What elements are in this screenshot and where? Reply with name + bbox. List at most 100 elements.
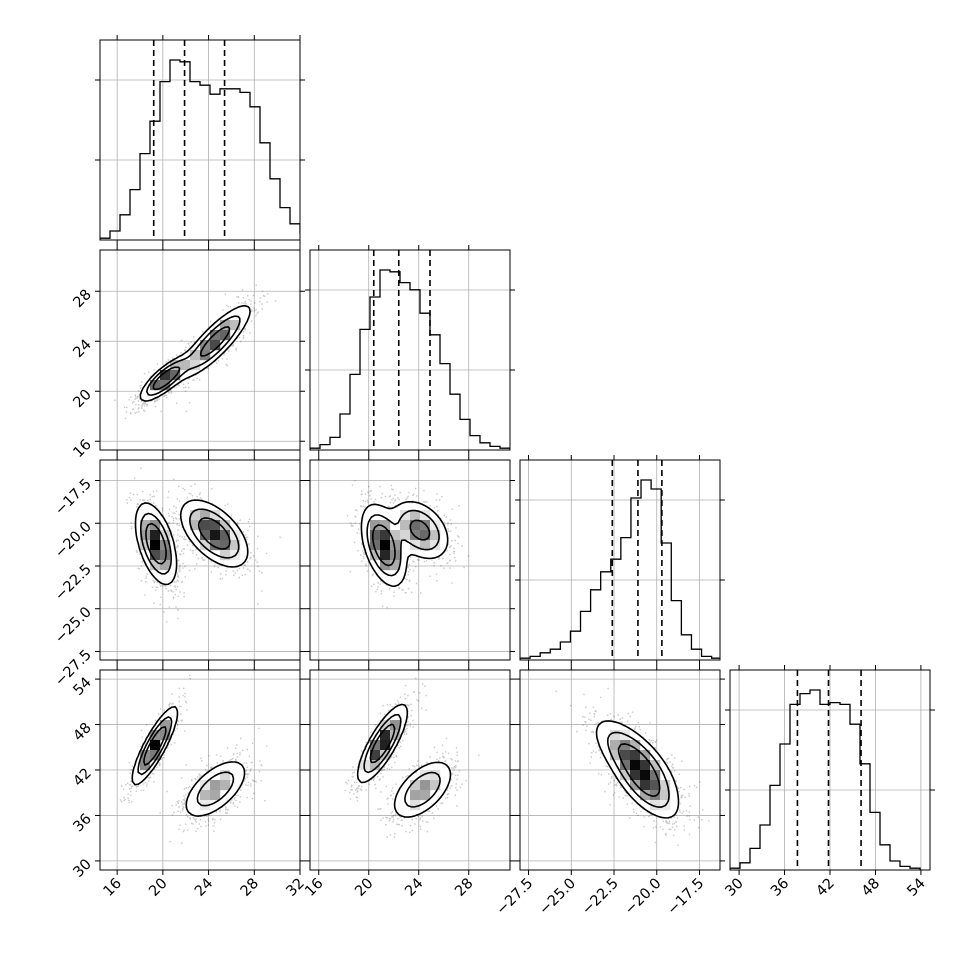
density-cell bbox=[410, 510, 421, 521]
density-cell bbox=[210, 510, 221, 521]
density-contour bbox=[371, 519, 431, 567]
density-cell bbox=[200, 530, 211, 541]
density-cell bbox=[370, 550, 381, 561]
density-cell bbox=[160, 530, 171, 541]
y-tick-label: −20.0 bbox=[52, 519, 95, 562]
x-tick-label: −22.5 bbox=[579, 876, 622, 919]
density-cell bbox=[620, 750, 631, 761]
density-contour bbox=[139, 304, 251, 402]
x-tick-label: 20 bbox=[146, 876, 170, 900]
density-cell bbox=[420, 780, 431, 791]
density-cell bbox=[660, 790, 671, 801]
density-cell bbox=[370, 760, 381, 771]
density-cell bbox=[380, 520, 391, 531]
density-cell bbox=[390, 530, 401, 541]
density-cell bbox=[210, 540, 221, 551]
density-contour bbox=[143, 726, 167, 766]
density-contour bbox=[139, 508, 240, 575]
density-cell bbox=[200, 790, 211, 801]
joint-panel-1-0 bbox=[95, 245, 305, 455]
density-cell bbox=[650, 800, 661, 811]
density-cell bbox=[650, 770, 661, 781]
joint-panel-content bbox=[346, 480, 470, 609]
y-tick-label: 30 bbox=[70, 856, 94, 880]
density-cell bbox=[380, 750, 391, 761]
density-cell bbox=[180, 360, 191, 371]
density-cell bbox=[610, 750, 621, 761]
density-cell bbox=[630, 740, 641, 751]
density-cell bbox=[620, 770, 631, 781]
density-cell bbox=[640, 770, 651, 781]
joint-panel-3-1 bbox=[305, 665, 515, 875]
density-cell bbox=[630, 760, 641, 771]
density-cell bbox=[630, 770, 641, 781]
y-tick-label: 48 bbox=[70, 720, 94, 744]
density-cell bbox=[140, 540, 151, 551]
y-tick-label: 20 bbox=[70, 387, 94, 411]
density-cell bbox=[190, 510, 201, 521]
density-cell bbox=[420, 770, 431, 781]
joint-panel-content bbox=[344, 677, 480, 838]
density-cell bbox=[430, 780, 441, 791]
scatter-points bbox=[344, 677, 480, 838]
density-cell bbox=[150, 540, 161, 551]
histogram-panel-3 bbox=[725, 665, 935, 875]
density-cell bbox=[210, 330, 221, 341]
panel-frame bbox=[99, 459, 301, 661]
density-cell bbox=[660, 780, 671, 791]
y-tick-label: 28 bbox=[70, 287, 94, 311]
density-cell bbox=[160, 550, 171, 561]
density-cell bbox=[200, 540, 211, 551]
density-cell bbox=[380, 730, 391, 741]
density-cell bbox=[220, 550, 231, 561]
density-cell bbox=[380, 550, 391, 561]
density-cell bbox=[150, 560, 161, 571]
density-cell bbox=[360, 760, 371, 771]
density-cell bbox=[190, 350, 201, 361]
density-cell bbox=[160, 560, 171, 571]
density-cell bbox=[400, 530, 411, 541]
density-cell bbox=[390, 730, 401, 741]
density-cell bbox=[630, 780, 641, 791]
joint-panel-content bbox=[119, 674, 268, 844]
histogram-step bbox=[310, 269, 510, 450]
density-contour bbox=[152, 326, 231, 391]
density-cell bbox=[410, 520, 421, 531]
density-cell bbox=[370, 750, 381, 761]
density-cell bbox=[220, 540, 231, 551]
x-tick-label: 28 bbox=[238, 876, 262, 900]
density-contour bbox=[131, 706, 246, 817]
density-cell bbox=[230, 540, 241, 551]
density-cell bbox=[370, 540, 381, 551]
x-tick-label: 42 bbox=[813, 876, 837, 900]
x-tick-label: −27.5 bbox=[494, 876, 537, 919]
density-cell bbox=[410, 800, 421, 811]
panel-frame bbox=[99, 39, 301, 241]
density-contour bbox=[356, 703, 452, 818]
density-cell bbox=[200, 780, 211, 791]
density-contour bbox=[366, 509, 440, 577]
density-cell bbox=[140, 530, 151, 541]
density-contour bbox=[146, 315, 241, 396]
density-cell bbox=[430, 530, 441, 541]
density-cell bbox=[150, 380, 161, 391]
y-tick-label: −25.0 bbox=[52, 604, 95, 647]
density-cell bbox=[400, 510, 411, 521]
density-cell bbox=[410, 530, 421, 541]
joint-panel-2-0 bbox=[95, 455, 305, 665]
density-cell bbox=[410, 780, 421, 791]
density-cell bbox=[630, 750, 641, 761]
density-cell bbox=[220, 780, 231, 791]
density-cell bbox=[210, 520, 221, 531]
panel-frame bbox=[99, 249, 301, 451]
density-cell bbox=[190, 520, 201, 531]
density-contour bbox=[137, 716, 235, 807]
density-cell bbox=[650, 780, 661, 791]
histogram-panel-0 bbox=[95, 35, 305, 245]
histogram-step bbox=[100, 59, 300, 240]
scatter-points bbox=[119, 674, 268, 844]
x-tick-label: 48 bbox=[859, 876, 883, 900]
panel-frame bbox=[309, 459, 511, 661]
